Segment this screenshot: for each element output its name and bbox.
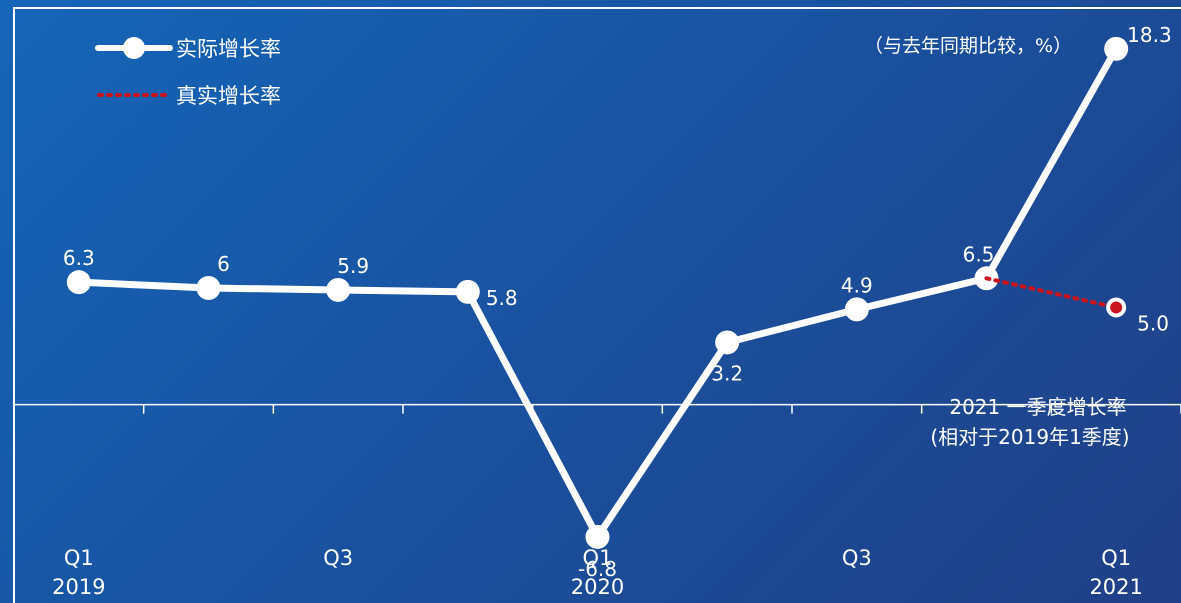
series-actual-point [196,276,221,300]
data-label-actual: 18.3 [1127,23,1172,47]
data-label-actual: 6.5 [963,242,995,266]
series-real [984,276,1127,318]
x-tick-quarter: Q3 [323,546,353,570]
annotation: 2021 一季度增长率 (相对于2019年1季度) [930,395,1129,449]
data-label-actual: -6.8 [578,557,617,581]
unit-note: （与去年同期比较，%） [864,35,1072,57]
series-actual-point [585,524,610,549]
x-tick-quarter: Q1 [583,546,613,570]
series-actual-point [1104,36,1129,61]
data-label-actual: 6.3 [63,246,95,270]
data-label-actual: 4.9 [841,273,873,297]
legend: 实际增长率 真实增长率 [95,37,281,108]
data-label-actual: 6 [217,252,230,276]
x-tick-year: 2021 [1089,575,1142,599]
series-real-line [984,276,1119,310]
data-label-actual: 5.8 [486,286,518,310]
x-tick-quarter: Q1 [1101,546,1131,570]
legend-real-label: 真实增长率 [176,84,281,108]
series-actual-point [455,279,480,304]
series-actual-point [715,330,740,355]
series-real-point [1110,301,1123,314]
x-tick-quarter: Q3 [842,546,872,570]
annotation-line-1: 2021 一季度增长率 [949,395,1126,419]
series-actual-line [75,45,1120,541]
data-label-actual: 5.9 [337,254,369,278]
x-tick-labels: Q1 2019 Q3 Q1 2020 Q3 Q1 2021 [52,546,1143,599]
data-label-actual: 3.2 [711,361,743,385]
x-tick-quarter: Q1 [64,546,94,570]
data-label-real: 5.0 [1137,311,1169,335]
data-labels: 6.3 6 5.9 5.8 -6.8 3.2 4.9 6.5 18.3 5.0 [63,23,1172,581]
series-actual [66,36,1129,549]
series-actual-point [844,297,869,322]
series-actual-point [326,277,351,302]
x-tick-year: 2019 [52,575,105,599]
x-axis [13,403,1181,414]
annotation-line-2: (相对于2019年1季度) [930,425,1129,449]
chart-frame [13,7,1181,603]
legend-solid-marker [123,37,145,59]
series-actual-point [66,270,91,295]
legend-actual-label: 实际增长率 [176,37,281,61]
x-tick-year: 2020 [571,575,624,599]
